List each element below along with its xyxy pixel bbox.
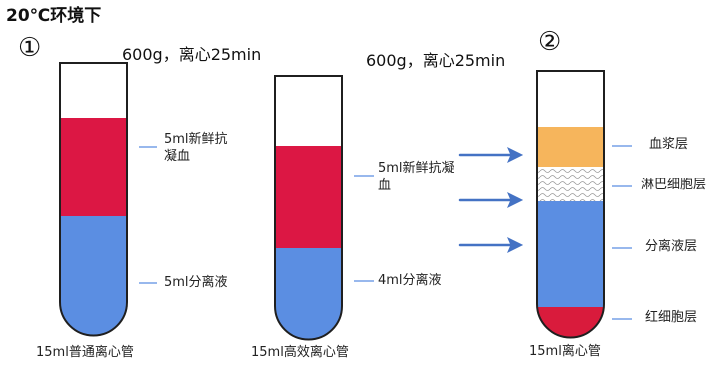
standard-tube [59,62,128,337]
caption-result-tube: 15ml离心管 [529,344,601,359]
label-red-cell-layer: 红细胞层 [645,310,698,325]
arrow-icon [458,191,524,209]
arrow-icon [458,146,524,164]
high-efficiency-tube [274,75,343,341]
leader-lines [139,145,632,320]
high-efficiency-tube-separation-layer [275,248,342,340]
label-separation-layer: 分离液层 [645,239,698,254]
standard-tube-separation-layer [60,216,127,336]
label-high-efficiency-blood: 5ml新鲜抗凝血 [378,161,455,193]
lymphocyte-layer [537,167,604,201]
page-title: 20℃环境下 [6,6,102,26]
high-efficiency-tube-blood-layer [275,146,342,248]
flow-arrows [458,146,524,254]
plasma-layer [537,127,604,167]
condition-label-standard: 600g，离心25min [122,45,262,64]
arrow-icon [458,236,524,254]
result-separation-layer [537,201,604,307]
result-tube [536,70,605,339]
caption-high-efficiency-tube: 15ml高效离心管 [251,345,349,360]
step-two-marker: ② [538,27,562,57]
label-plasma-layer: 血浆层 [649,137,689,152]
label-standard-separation: 5ml分离液 [164,275,228,290]
label-lymphocyte-layer: 淋巴细胞层 [641,178,707,192]
label-high-efficiency-separation: 4ml分离液 [378,273,442,288]
standard-tube-blood-layer [60,118,127,216]
condition-label-high-efficiency: 600g，离心25min [366,51,506,70]
caption-standard-tube: 15ml普通离心管 [36,345,134,360]
step-one-marker: ① [18,33,42,63]
label-standard-blood: 5ml新鲜抗凝血 [164,132,228,164]
